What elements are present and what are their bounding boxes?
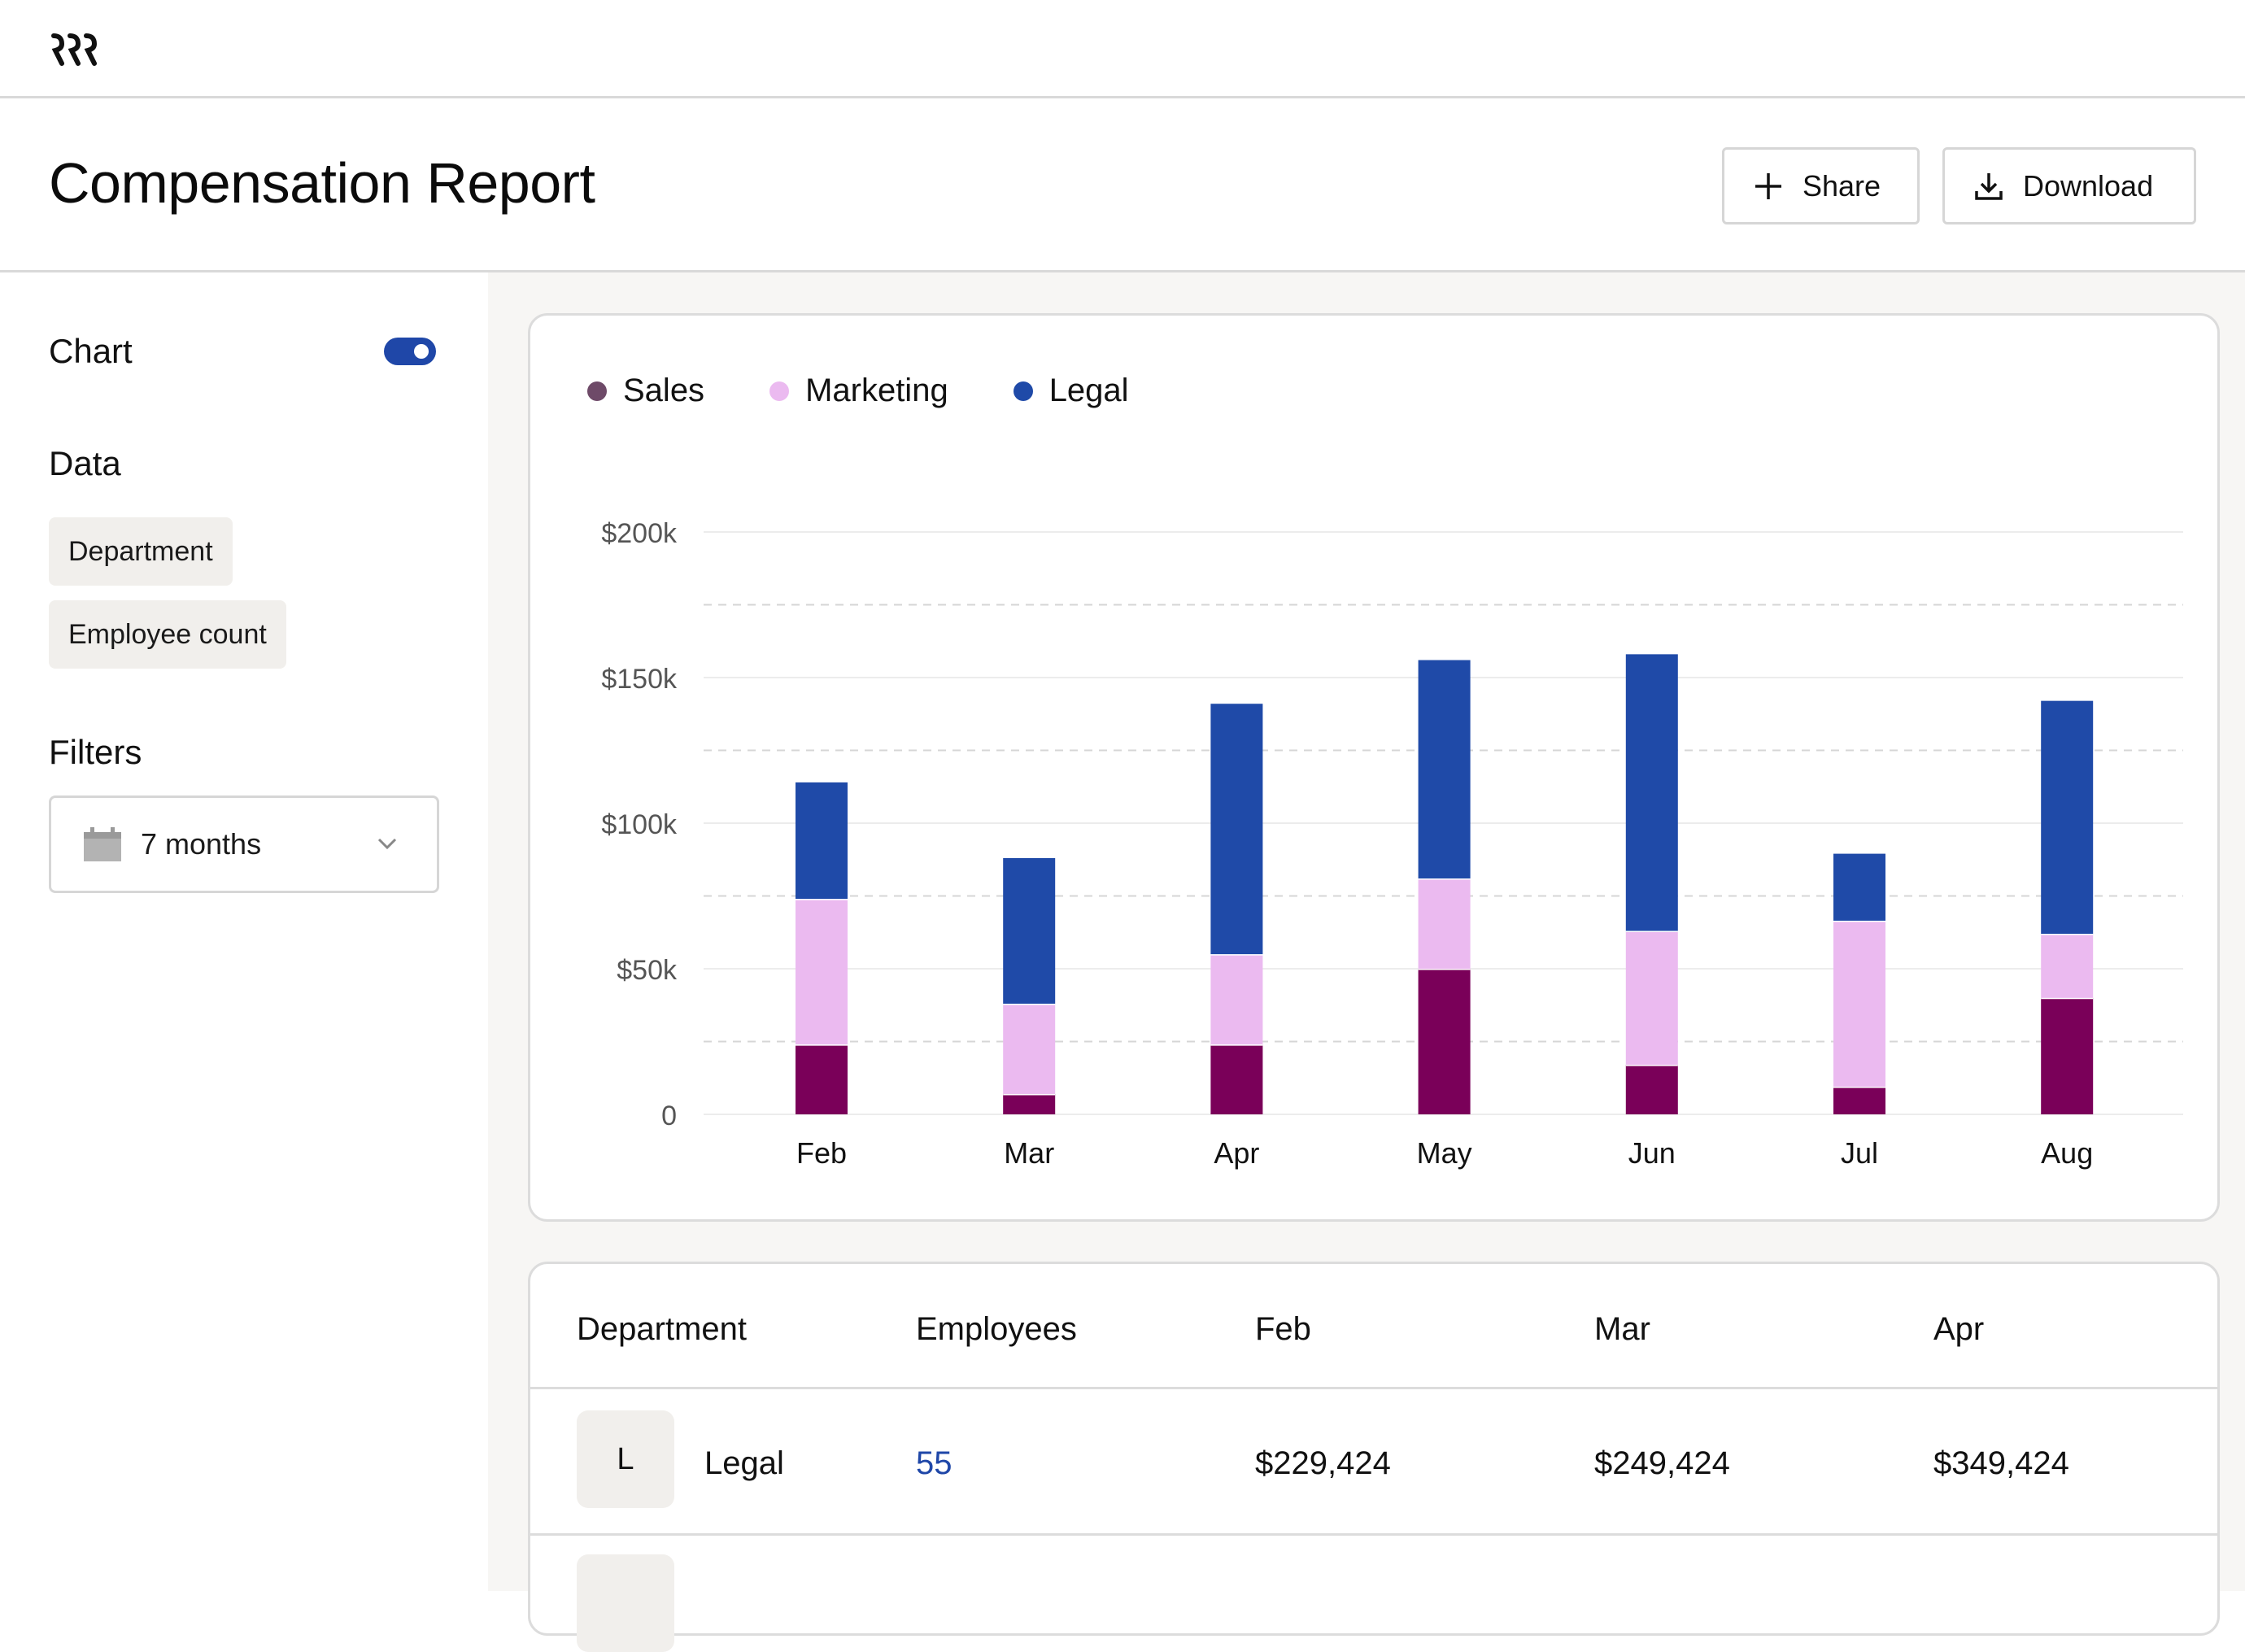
legend-label-sales: Sales [623,373,705,408]
y-tick-label: $50k [617,955,678,986]
top-bar [0,0,2245,98]
bar-sales-jun[interactable] [1625,1065,1678,1114]
page-title: Compensation Report [49,151,595,215]
bar-sales-mar[interactable] [1003,1093,1056,1114]
department-name: Legal [704,1445,784,1481]
legend-dot-legal [1013,381,1033,401]
chart-legend: Sales Marketing Legal [587,373,1129,409]
x-tick-label: May [1417,1136,1472,1170]
calendar-icon [84,827,121,861]
cell-mar: $249,424 [1594,1445,1730,1481]
bar-sales-apr[interactable] [1210,1044,1263,1114]
legend-item-sales[interactable]: Sales [587,373,704,409]
department-badge [577,1554,674,1652]
bar-marketing-mar[interactable] [1003,1003,1056,1094]
x-tick-label: Apr [1214,1136,1259,1170]
bar-marketing-apr[interactable] [1210,954,1263,1045]
stacked-bar-chart: 0 $50k $100k $150k $200k Feb Mar Apr May Jun Jul Au… [601,518,2183,1170]
x-tick-label: Mar [1004,1136,1054,1170]
y-tick-label: $150k [601,664,678,695]
bar-legal-feb[interactable] [796,782,848,900]
plus-icon [1755,172,1781,199]
employee-count-link[interactable]: 55 [916,1445,952,1481]
chip-employee-count[interactable]: Employee count [49,600,286,669]
legend-label-marketing: Marketing [805,373,948,408]
logo-icon[interactable] [50,31,99,67]
chip-department[interactable]: Department [49,517,233,586]
column-header-mar[interactable]: Mar [1594,1311,1650,1347]
download-button[interactable]: Download [1942,147,2196,224]
bar-legal-jun[interactable] [1625,654,1678,931]
bar-legal-jul[interactable] [1833,853,1885,921]
chart-toggle[interactable] [384,338,436,365]
bar-legal-apr[interactable] [1210,704,1263,955]
legend-label-legal: Legal [1048,373,1129,408]
x-tick-label: Jun [1628,1136,1676,1170]
bar-sales-jul[interactable] [1833,1086,1885,1114]
y-tick-label: $200k [601,518,678,549]
bar-sales-may[interactable] [1418,969,1471,1114]
cell-feb: $229,424 [1255,1445,1391,1481]
legend-dot-sales [587,381,607,401]
column-header-feb[interactable]: Feb [1255,1311,1311,1347]
row-divider [530,1533,2217,1536]
chart-card: Sales Marketing Legal 0 $50k $100k $150k $20… [528,313,2220,1222]
main-content: Sales Marketing Legal 0 $50k $100k $150k $20… [488,272,2245,1652]
sidebar: Chart Data Department Employee count Fil… [0,272,488,1591]
bar-legal-aug[interactable] [2041,700,2094,935]
share-button-label: Share [1803,168,1881,203]
filters-label: Filters [49,733,142,771]
bar-legal-mar[interactable] [1003,857,1056,1004]
column-header-department[interactable]: Department [577,1311,747,1347]
y-tick-label: 0 [661,1101,677,1131]
bar-marketing-feb[interactable] [796,899,848,1045]
bar-sales-aug[interactable] [2041,997,2094,1114]
bar-marketing-aug[interactable] [2041,934,2094,998]
bar-marketing-may[interactable] [1418,878,1471,969]
period-select[interactable]: 7 months [49,795,439,893]
compensation-table: Department Employees Feb Mar Apr L Legal… [528,1262,2220,1652]
share-button[interactable]: Share [1722,147,1920,224]
x-tick-label: Feb [796,1136,847,1170]
bar-legal-may[interactable] [1418,660,1471,879]
x-tick-label: Aug [2041,1136,2093,1170]
legend-dot-marketing [769,381,790,401]
header-divider [530,1387,2217,1389]
chart-label: Chart [49,332,133,370]
legend-item-legal[interactable]: Legal [1013,373,1129,409]
download-button-label: Download [2023,168,2154,203]
data-label: Data [49,444,121,482]
page-header: Compensation Report Share Download [0,98,2245,272]
legend-item-marketing[interactable]: Marketing [769,373,948,409]
department-badge: L [577,1410,674,1508]
column-header-apr[interactable]: Apr [1933,1311,1985,1347]
bar-sales-feb[interactable] [796,1044,848,1114]
cell-apr: $349,424 [1933,1445,2069,1481]
bar-marketing-jun[interactable] [1625,931,1678,1066]
y-tick-label: $100k [601,809,678,840]
column-header-employees[interactable]: Employees [916,1311,1077,1347]
x-tick-label: Jul [1841,1136,1878,1170]
bar-marketing-jul[interactable] [1833,920,1885,1087]
period-select-value: 7 months [141,827,262,861]
chevron-down-icon [377,838,397,850]
download-icon [1975,172,2003,200]
